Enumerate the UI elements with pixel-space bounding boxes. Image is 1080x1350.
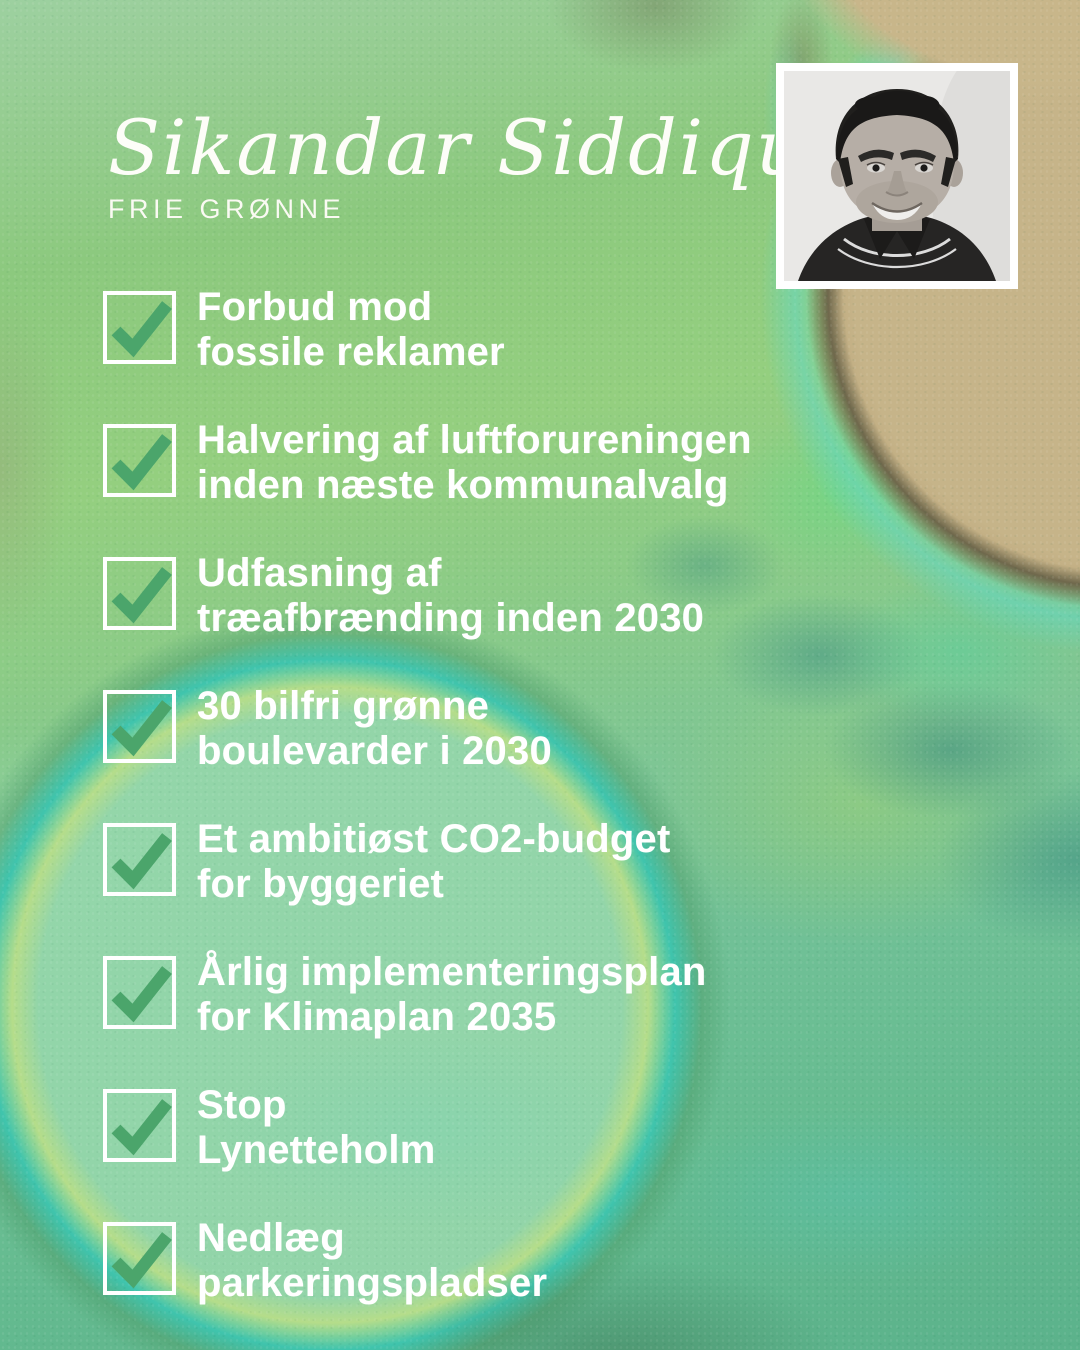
checklist-item-text: Nedlæg parkeringspladser bbox=[197, 1216, 547, 1306]
checkmark-icon bbox=[111, 434, 172, 491]
checklist-item: Udfasning af træafbrænding inden 2030 bbox=[103, 551, 752, 641]
item-line-2: inden næste kommunalvalg bbox=[197, 463, 729, 507]
checkbox-checked bbox=[103, 424, 176, 497]
checkbox-checked bbox=[103, 557, 176, 630]
checkmark-icon bbox=[111, 700, 172, 757]
checklist-item: Årlig implementeringsplan for Klimaplan … bbox=[103, 950, 752, 1040]
checkbox-checked bbox=[103, 1222, 176, 1295]
party-name: FRIE GRØNNE bbox=[108, 193, 346, 224]
checklist-item: 30 bilfri grønne boulevarder i 2030 bbox=[103, 684, 752, 774]
checklist-item: Forbud mod fossile reklamer bbox=[103, 285, 752, 375]
policy-checklist: Forbud mod fossile reklamer Halvering af… bbox=[103, 285, 752, 1350]
checkmark-icon bbox=[111, 1232, 172, 1289]
header: Sikandar Siddique FRIE GRØNNE bbox=[108, 108, 854, 225]
checklist-item: Et ambitiøst CO2-budget for byggeriet bbox=[103, 817, 752, 907]
checklist-item-text: Forbud mod fossile reklamer bbox=[197, 285, 505, 375]
checkbox-checked bbox=[103, 956, 176, 1029]
item-line-1: Forbud mod bbox=[197, 285, 433, 329]
item-line-1: Et ambitiøst CO2-budget bbox=[197, 817, 671, 861]
checkbox-checked bbox=[103, 823, 176, 896]
checklist-item: Nedlæg parkeringspladser bbox=[103, 1216, 752, 1306]
checklist-item-text: Halvering af luftforureningen inden næst… bbox=[197, 418, 752, 508]
item-line-2: for byggeriet bbox=[197, 862, 445, 906]
checklist-item-text: Årlig implementeringsplan for Klimaplan … bbox=[197, 950, 707, 1040]
checklist-item-text: Et ambitiøst CO2-budget for byggeriet bbox=[197, 817, 671, 907]
checklist-item: Stop Lynetteholm bbox=[103, 1083, 752, 1173]
checklist-item-text: 30 bilfri grønne boulevarder i 2030 bbox=[197, 684, 552, 774]
checkmark-icon bbox=[111, 966, 172, 1023]
checkbox-checked bbox=[103, 690, 176, 763]
portrait-photo bbox=[776, 63, 1018, 289]
item-line-1: Stop bbox=[197, 1083, 287, 1127]
checkbox-checked bbox=[103, 1089, 176, 1162]
item-line-1: Udfasning af bbox=[197, 551, 442, 595]
item-line-2: parkeringspladser bbox=[197, 1261, 548, 1305]
checkmark-icon bbox=[111, 1099, 172, 1156]
item-line-2: for Klimaplan 2035 bbox=[197, 995, 557, 1039]
checklist-item-text: Stop Lynetteholm bbox=[197, 1083, 436, 1173]
item-line-1: Nedlæg bbox=[197, 1216, 345, 1260]
item-line-1: Årlig implementeringsplan bbox=[197, 950, 707, 994]
checkmark-icon bbox=[111, 301, 172, 358]
item-line-2: boulevarder i 2030 bbox=[197, 729, 552, 773]
item-line-1: 30 bilfri grønne bbox=[197, 684, 490, 728]
checkbox-checked bbox=[103, 291, 176, 364]
portrait-illustration bbox=[784, 71, 1010, 281]
checklist-item: Halvering af luftforureningen inden næst… bbox=[103, 418, 752, 508]
item-line-1: Halvering af luftforureningen bbox=[197, 418, 752, 462]
checklist-item-text: Udfasning af træafbrænding inden 2030 bbox=[197, 551, 704, 641]
item-line-2: Lynetteholm bbox=[197, 1128, 436, 1172]
item-line-2: fossile reklamer bbox=[197, 330, 505, 374]
item-line-2: træafbrænding inden 2030 bbox=[197, 596, 705, 640]
checkmark-icon bbox=[111, 833, 172, 890]
checkmark-icon bbox=[111, 567, 172, 624]
candidate-name: Sikandar Siddique bbox=[108, 103, 854, 192]
